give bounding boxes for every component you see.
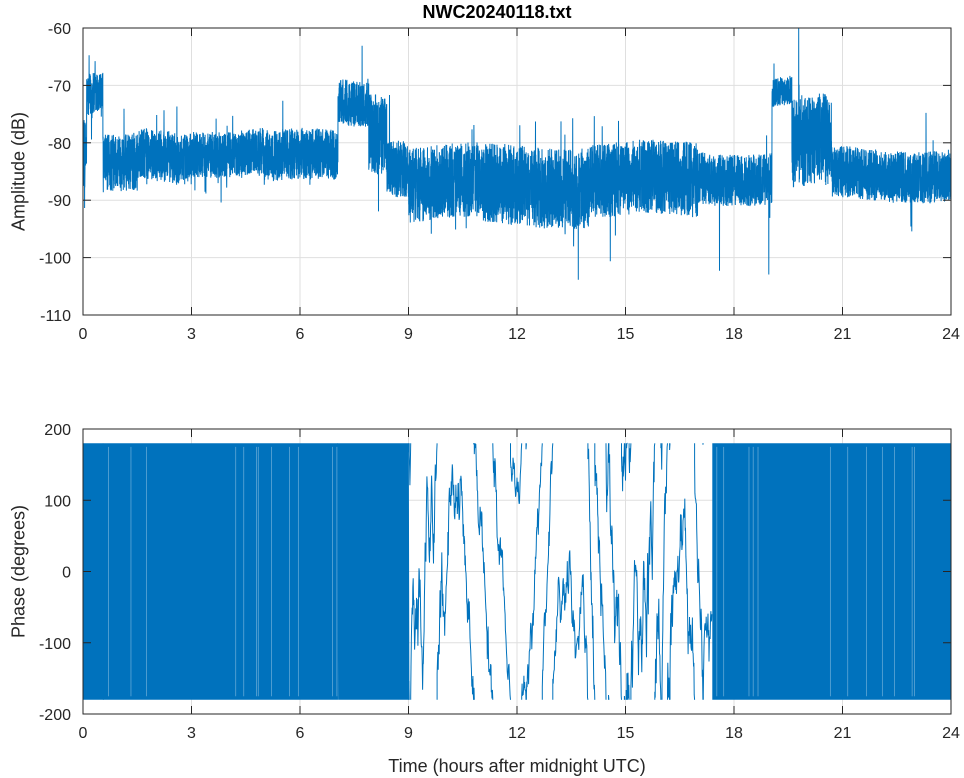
y-tick-label: -100 <box>39 251 71 268</box>
x-tick-label: 18 <box>725 725 743 742</box>
y-tick-label: -90 <box>48 193 71 210</box>
x-tick-label: 6 <box>296 725 305 742</box>
amplitude-y-axis-label: Amplitude (dB) <box>8 112 28 231</box>
phase-ticks: 0 3 6 9 12 15 18 21 24 200 100 0 -100 -200 <box>39 422 960 742</box>
x-tick-label: 3 <box>187 326 196 343</box>
x-tick-label: 21 <box>834 725 852 742</box>
amplitude-series <box>83 28 951 280</box>
x-tick-label: 15 <box>617 326 635 343</box>
x-tick-label: 15 <box>617 725 635 742</box>
phase-wrap-band <box>102 443 338 700</box>
y-tick-label: 0 <box>62 565 71 582</box>
y-tick-label: 100 <box>44 493 71 510</box>
phase-wrap-band <box>712 443 951 700</box>
y-tick-label: -110 <box>40 308 71 325</box>
y-tick-label: -100 <box>39 636 71 653</box>
phase-line <box>337 443 410 700</box>
x-tick-label: 24 <box>942 326 960 343</box>
y-tick-label: -80 <box>48 136 71 153</box>
amplitude-axes: 0 3 6 9 12 15 18 21 24 -60 -70 -80 -90 -100 -110 Ampli… <box>8 21 960 343</box>
phase-y-axis-label: Phase (degrees) <box>8 505 28 638</box>
chart-title: NWC20240118.txt <box>422 2 571 22</box>
amplitude-line <box>83 28 951 280</box>
y-tick-label: 200 <box>44 422 71 439</box>
x-tick-label: 18 <box>725 326 743 343</box>
x-tick-label: 9 <box>404 326 413 343</box>
phase-line <box>408 442 713 700</box>
x-tick-label: 9 <box>404 725 413 742</box>
x-tick-label: 6 <box>296 326 305 343</box>
phase-axes: 0 3 6 9 12 15 18 21 24 200 100 0 -100 -200 Phase (deg… <box>8 422 960 776</box>
x-tick-label: 12 <box>508 725 526 742</box>
y-tick-label: -200 <box>39 707 71 724</box>
x-tick-label: 0 <box>79 725 88 742</box>
phase-series <box>83 442 951 700</box>
x-tick-label: 21 <box>834 326 852 343</box>
x-tick-label: 3 <box>187 725 196 742</box>
x-tick-label: 12 <box>508 326 526 343</box>
x-tick-label: 0 <box>79 326 88 343</box>
y-tick-label: -70 <box>48 78 71 95</box>
x-tick-label: 24 <box>942 725 960 742</box>
y-tick-label: -60 <box>48 21 71 38</box>
amplitude-ticks: 0 3 6 9 12 15 18 21 24 -60 -70 -80 -90 -100 -110 <box>39 21 960 343</box>
phase-x-axis-label: Time (hours after midnight UTC) <box>388 756 645 776</box>
